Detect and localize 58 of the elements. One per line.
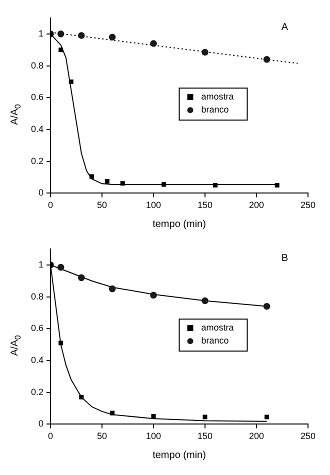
x-axis-title: tempo (min)	[152, 218, 206, 230]
x-tick-label: 250	[300, 431, 316, 442]
point	[263, 56, 270, 63]
point	[108, 285, 116, 292]
x-tick-label: 100	[146, 200, 162, 210]
x-axis-title: tempo (min)	[152, 450, 206, 461]
legend-label: amostra	[201, 322, 234, 333]
point	[264, 414, 270, 420]
y-tick-label: 0.4	[30, 354, 44, 365]
y-tick-label: 0.8	[30, 291, 44, 302]
point	[202, 297, 208, 304]
point	[57, 30, 64, 38]
point	[162, 182, 166, 187]
x-tick-label: 200	[248, 200, 264, 210]
point	[89, 174, 94, 179]
legend-label: branco	[201, 336, 229, 346]
annotation: A	[281, 22, 288, 33]
y-tick-label: 0.2	[30, 156, 44, 166]
x-tick-label: 150	[197, 200, 213, 210]
x-tick-label: 250	[300, 200, 316, 210]
point	[78, 274, 85, 282]
point	[57, 264, 64, 271]
x-tick-label: 0	[48, 431, 54, 442]
y-tick-label: 1	[38, 28, 44, 38]
y-tick-label: 0.6	[30, 92, 44, 102]
point	[110, 410, 115, 416]
x-tick-label: 50	[97, 431, 108, 442]
point	[78, 32, 85, 39]
point	[202, 414, 208, 420]
y-tick-label: 0	[38, 188, 44, 198]
y-tick-label: 0.6	[30, 323, 44, 334]
point	[150, 40, 157, 47]
point	[104, 178, 110, 184]
point	[58, 340, 64, 346]
y-tick-label: 1	[38, 259, 44, 270]
point	[108, 34, 116, 41]
point	[120, 181, 125, 186]
y-tick-label: 0.8	[30, 60, 44, 70]
point	[213, 182, 218, 188]
y-tick-label: 0	[38, 418, 44, 429]
x-tick-label: 150	[197, 431, 213, 442]
x-tick-label: 50	[97, 200, 108, 210]
x-tick-label: 200	[248, 431, 264, 442]
legend-label: amostra	[201, 92, 234, 102]
annotation: B	[281, 253, 288, 264]
x-tick-label: 0	[48, 200, 54, 210]
y-tick-label: 0.4	[30, 124, 44, 134]
x-tick-label: 100	[146, 431, 162, 442]
point	[274, 182, 280, 188]
y-tick-label: 0.2	[30, 386, 44, 397]
point	[58, 48, 64, 52]
point	[150, 292, 157, 299]
point	[151, 414, 156, 418]
legend-label: branco	[201, 104, 229, 115]
point	[263, 302, 270, 310]
point	[68, 79, 74, 84]
point	[79, 394, 84, 400]
point	[202, 48, 208, 56]
